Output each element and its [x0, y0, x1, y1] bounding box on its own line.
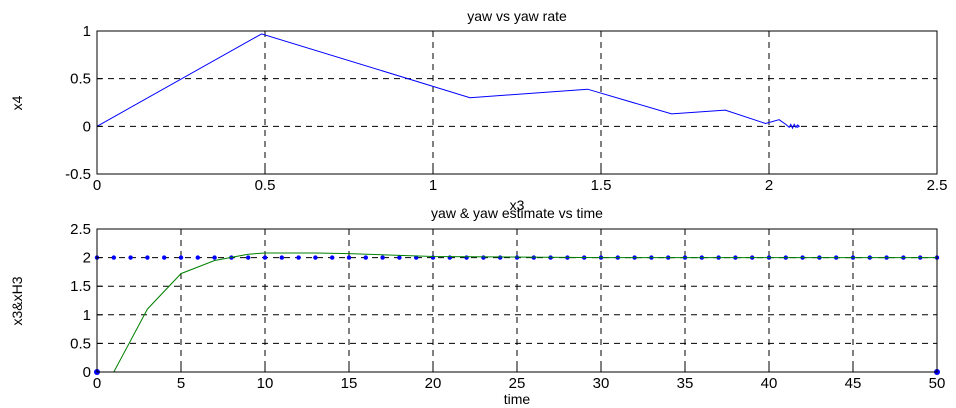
- data-point: [313, 255, 318, 260]
- data-point: [346, 255, 352, 260]
- y-tick-label: -0.5: [65, 166, 91, 183]
- x-tick-label: 25: [509, 375, 526, 392]
- x-tick-label: 30: [593, 375, 610, 392]
- series-top: [96, 33, 801, 130]
- series-line: [97, 252, 937, 373]
- data-point: [498, 255, 503, 260]
- data-point: [330, 255, 335, 260]
- x-tick-label: 1: [429, 177, 437, 194]
- y-tick-label: 2: [83, 250, 91, 267]
- y-tick-label: 1: [83, 307, 91, 324]
- data-point: [246, 255, 251, 260]
- subplot-yaw-estimate-vs-time: 0 5 10 15 20 25 30 35 40 45 50 0 0.5 1 1.5 2 2.5 yaw & …: [9, 205, 945, 407]
- series-line: [96, 33, 801, 130]
- x-tick-label: 0: [93, 177, 101, 194]
- x-tick-label: 5: [177, 375, 185, 392]
- data-point: [464, 255, 469, 260]
- x-tick-label: 2.5: [927, 177, 948, 194]
- y-tick-label: 2.5: [70, 221, 91, 238]
- data-point: [195, 255, 200, 260]
- data-point: [397, 255, 402, 260]
- x-tick-label: 45: [845, 375, 862, 392]
- data-point: [145, 255, 150, 260]
- subplot-yaw-vs-yaw-rate: 0 0.5 1 1.5 2 2.5 -0.500.51 yaw vs yaw rate x…: [9, 8, 947, 213]
- series-bottom: [94, 252, 940, 375]
- y-ticks-bottom: 0 0.5 1 1.5 2 2.5: [70, 221, 102, 381]
- chart-title-top: yaw vs yaw rate: [467, 8, 567, 24]
- y-tick-label: 0: [83, 118, 91, 135]
- x-axis-label-bottom: time: [504, 391, 531, 407]
- plot-area-top: [96, 30, 938, 175]
- grid-top: [97, 31, 937, 174]
- data-point: [212, 255, 217, 260]
- y-tick-label: 0: [83, 364, 91, 381]
- data-point: [481, 255, 486, 260]
- x-tick-label: 1.5: [591, 177, 612, 194]
- data-point: [178, 255, 184, 260]
- data-point: [128, 255, 133, 260]
- chart-title-bottom: yaw & yaw estimate vs time: [431, 205, 603, 221]
- data-point: [162, 255, 167, 260]
- data-point: [262, 255, 268, 260]
- x-tick-label: 2: [765, 177, 773, 194]
- x-tick-label: 40: [761, 375, 778, 392]
- data-point: [447, 255, 452, 260]
- data-point: [414, 255, 419, 260]
- data-point: [279, 255, 284, 260]
- data-point: [296, 255, 301, 260]
- x-tick-label: 10: [257, 375, 274, 392]
- x-tick-label: 20: [425, 375, 442, 392]
- y-tick-label: 1.5: [70, 278, 91, 295]
- x-tick-label: 15: [341, 375, 358, 392]
- y-tick-label: 0.5: [70, 71, 91, 88]
- data-point: [363, 255, 368, 260]
- x-axis-label-top: x3: [510, 197, 525, 213]
- data-point: [111, 255, 117, 260]
- y-ticks-top: -0.5 0 0.5 1: [65, 23, 102, 183]
- y-axis-label-top: x4: [9, 95, 25, 110]
- data-point: [514, 255, 520, 260]
- y-axis-label-bottom: x3&xH3: [9, 276, 25, 325]
- data-point: [380, 255, 385, 260]
- x-ticks-top: 0 0.5 1 1.5 2 2.5: [93, 169, 948, 194]
- x-tick-label: 0.5: [255, 177, 276, 194]
- x-tick-label: 0: [93, 375, 101, 392]
- y-tick-label: 1: [83, 23, 91, 40]
- y-tick-label: 0.5: [70, 335, 91, 352]
- x-ticks-bottom: 0 5 10 15 20 25 30 35 40 45 50: [93, 367, 946, 392]
- x-tick-label: 50: [929, 375, 946, 392]
- x-tick-label: 35: [677, 375, 694, 392]
- axes-frame-top: [96, 30, 938, 175]
